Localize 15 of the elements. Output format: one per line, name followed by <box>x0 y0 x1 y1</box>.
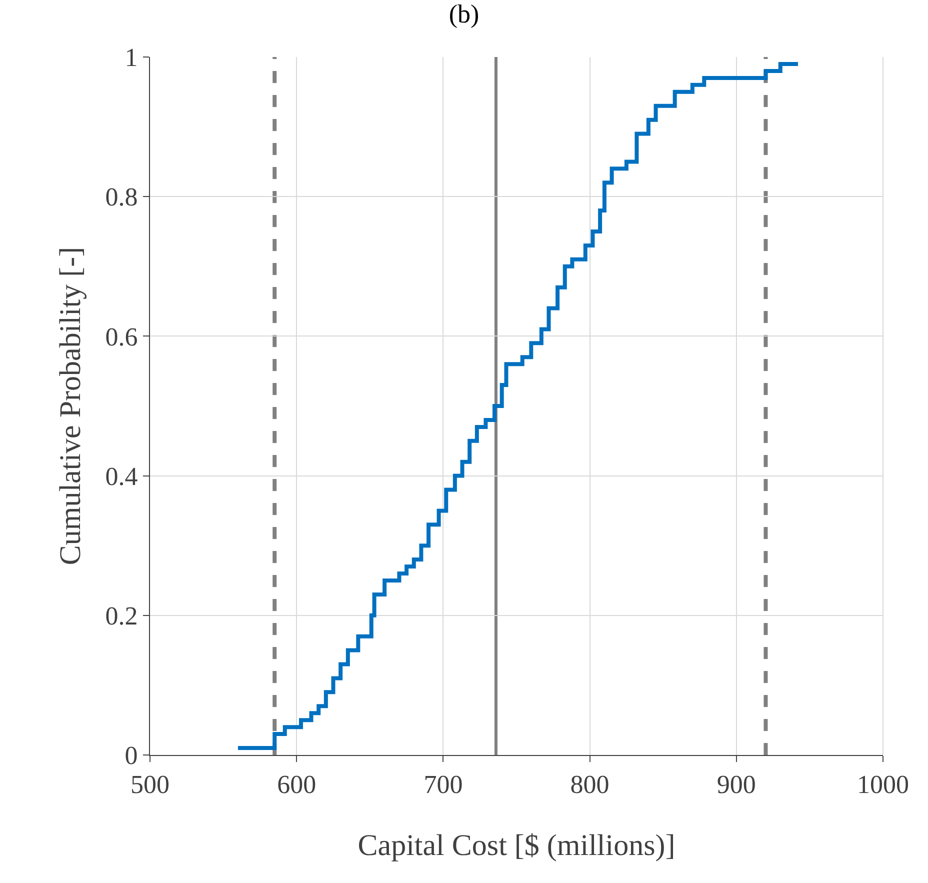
x-tick-label: 800 <box>570 770 610 800</box>
chart-title: (b) <box>448 0 480 29</box>
y-tick-label: 0.6 <box>105 322 138 352</box>
y-tick-label: 0.2 <box>105 602 138 630</box>
x-tick-label: 700 <box>424 770 463 800</box>
x-tick-label: 900 <box>716 770 756 800</box>
y-tick-label: 0 <box>124 741 138 770</box>
x-tick-label: 600 <box>277 770 316 800</box>
x-tick-label: 500 <box>130 770 170 800</box>
x-axis-title: Capital Cost [$ (millions)] <box>358 829 676 862</box>
y-axis-title: Cumulative Probability [-] <box>54 246 87 566</box>
x-tick-label: 1000 <box>857 770 909 800</box>
y-tick-label: 0.8 <box>105 182 138 212</box>
y-tick-label: 1 <box>124 43 138 72</box>
y-tick-label: 0.4 <box>105 462 138 491</box>
